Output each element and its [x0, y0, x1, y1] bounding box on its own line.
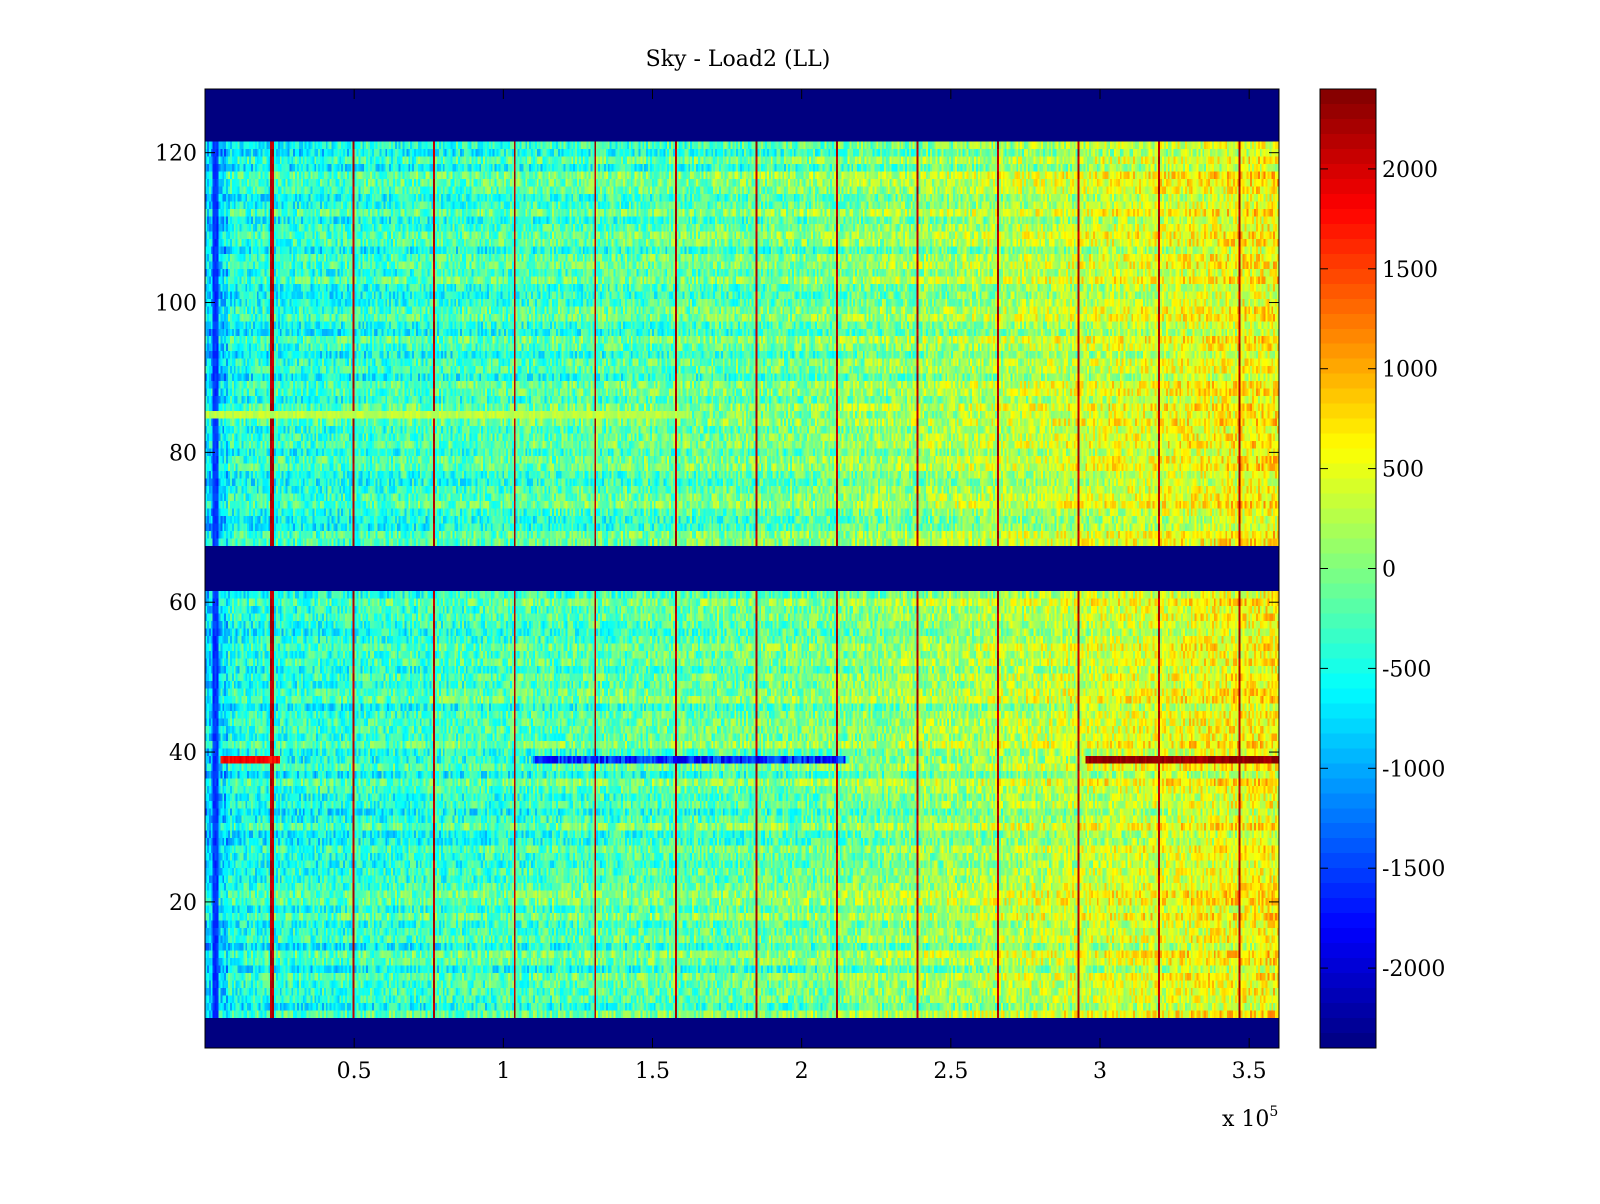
y-tick-label: 80	[169, 441, 197, 466]
y-tick-label: 100	[155, 292, 197, 317]
x-multiplier-base: x 10	[1222, 1107, 1269, 1132]
colorbar-tick-label: 500	[1382, 458, 1424, 483]
x-axis: 0.5 1 1.5 2 2.5 3 3.5	[337, 89, 1267, 1084]
x-multiplier-label: x 105	[1222, 1104, 1278, 1132]
y-tick-label: 40	[169, 741, 197, 766]
colorbar-image	[1320, 89, 1376, 1048]
x-tick-label: 1	[496, 1059, 510, 1084]
x-tick-label: 3	[1093, 1059, 1107, 1084]
colorbar-tick-label: 1000	[1382, 358, 1438, 383]
x-multiplier-exponent: 5	[1269, 1104, 1278, 1120]
chart-title: Sky - Load2 (LL)	[646, 47, 831, 72]
colorbar-tick-label: 0	[1382, 558, 1396, 583]
colorbar-tick-label: 1500	[1382, 258, 1438, 283]
y-tick-label: 120	[155, 142, 197, 167]
y-tick-label: 60	[169, 591, 197, 616]
y-tick-label: 20	[169, 891, 197, 916]
colorbar-axis: -2000 -1500 -1000 -500 0 500 1000 1500 2000	[1320, 158, 1445, 982]
plot-frame	[204, 88, 1280, 1049]
heatmap-image	[205, 89, 1279, 1048]
colorbar-tick-label: 2000	[1382, 158, 1438, 183]
colorbar-tick-label: -1500	[1382, 857, 1445, 882]
y-axis: 20 40 60 80 100 120	[155, 142, 1279, 916]
colorbar-tick-label: -1000	[1382, 757, 1445, 782]
x-tick-label: 2.5	[933, 1059, 968, 1084]
colorbar-tick-label: -2000	[1382, 957, 1445, 982]
colorbar-tick-label: -500	[1382, 657, 1431, 682]
x-tick-label: 2	[795, 1059, 809, 1084]
x-tick-label: 0.5	[337, 1059, 372, 1084]
x-tick-label: 3.5	[1232, 1059, 1267, 1084]
x-tick-label: 1.5	[635, 1059, 670, 1084]
